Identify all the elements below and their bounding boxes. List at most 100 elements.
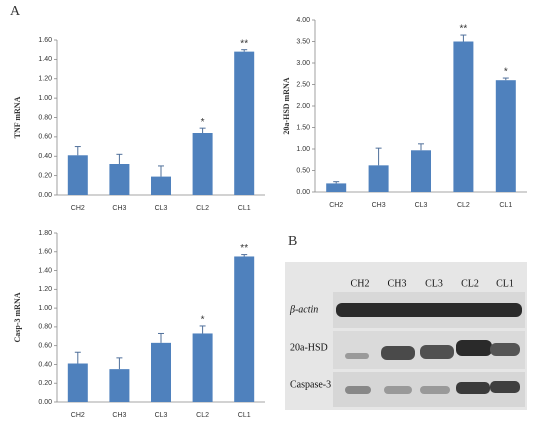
x-tick-label: CL3: [155, 205, 168, 212]
error-bar: [418, 143, 424, 151]
error-bar: [158, 332, 164, 343]
y-tick-label: 2.00: [296, 103, 310, 110]
x-tick-label: CL1: [238, 412, 251, 419]
error-bar: [116, 357, 123, 370]
y-axis-label: 20a-HSD mRNA: [282, 77, 291, 134]
error-bar: [333, 181, 340, 184]
x-tick-label: CH2: [71, 412, 85, 419]
bar: [109, 164, 130, 195]
band: [420, 345, 454, 359]
lane-label: CL1: [496, 278, 514, 289]
y-tick-label: 0.60: [38, 134, 52, 141]
significance-mark: *: [201, 117, 205, 128]
band: [420, 386, 450, 394]
y-tick-label: 0.00: [296, 189, 310, 196]
bar: [151, 176, 171, 195]
bar: [192, 133, 213, 195]
y-tick-label: 0.80: [38, 324, 52, 331]
x-tick-label: CL1: [499, 202, 512, 209]
y-tick-label: 1.60: [38, 249, 52, 256]
y-tick-label: 1.00: [38, 305, 52, 312]
band: [456, 382, 490, 394]
error-bar: [74, 351, 81, 364]
x-tick-label: CL2: [196, 412, 209, 419]
x-tick-label: CH2: [329, 202, 343, 209]
bar: [192, 333, 213, 402]
y-axis-label: TNF mRNA: [13, 96, 22, 138]
x-tick-label: CL3: [415, 202, 428, 209]
y-tick-label: 3.50: [296, 38, 310, 45]
bar: [67, 155, 88, 195]
y-tick-label: 1.80: [38, 230, 52, 237]
x-tick-label: CL1: [238, 205, 251, 212]
significance-mark: *: [201, 315, 205, 326]
y-tick-label: 4.00: [296, 17, 310, 24]
bar: [495, 80, 516, 192]
panel-label: B: [288, 234, 297, 249]
y-tick-label: 0.40: [38, 153, 52, 160]
lane-label: CL3: [425, 278, 443, 289]
y-tick-label: 0.20: [38, 172, 52, 179]
error-bar: [158, 165, 164, 177]
y-tick-label: 2.50: [296, 81, 310, 88]
band: [345, 386, 371, 394]
bar: [151, 342, 171, 402]
bar: [326, 183, 347, 192]
significance-mark: **: [460, 24, 468, 35]
band: [336, 303, 522, 317]
y-tick-label: 3.00: [296, 60, 310, 67]
y-tick-label: 1.50: [296, 124, 310, 131]
bar: [234, 51, 255, 195]
error-bar: [74, 146, 81, 156]
bar: [109, 369, 130, 402]
y-tick-label: 1.60: [38, 37, 52, 44]
significance-mark: **: [240, 243, 248, 254]
y-tick-label: 1.00: [296, 146, 310, 153]
x-tick-label: CL2: [196, 205, 209, 212]
error-bar: [375, 147, 382, 166]
x-tick-label: CH3: [112, 412, 126, 419]
band: [345, 353, 369, 359]
bar: [67, 363, 88, 402]
y-tick-label: 0.00: [38, 399, 52, 406]
bar: [411, 150, 431, 192]
y-tick-label: 0.00: [38, 192, 52, 199]
y-axis-label: Casp-3 mRNA: [13, 292, 22, 342]
x-tick-label: CL2: [457, 202, 470, 209]
y-tick-label: 1.20: [38, 76, 52, 83]
x-tick-label: CL3: [155, 412, 168, 419]
y-tick-label: 1.20: [38, 286, 52, 293]
y-tick-label: 0.50: [296, 167, 310, 174]
panel-label: A: [10, 4, 21, 19]
western-blot: CH2 CH3 CL3 CL2 CL1 β-actin 20a-HSD Caspase-3: [285, 262, 527, 410]
bar: [453, 41, 474, 192]
error-bar: [199, 127, 206, 133]
row-label: β-actin: [289, 304, 318, 315]
row-label: Caspase-3: [290, 379, 331, 390]
band: [384, 386, 412, 394]
y-tick-label: 1.00: [38, 95, 52, 102]
band: [381, 346, 415, 360]
significance-mark: *: [504, 67, 508, 78]
y-tick-label: 1.40: [38, 267, 52, 274]
bar: [368, 165, 389, 192]
error-bar: [460, 34, 467, 42]
lane-label: CH3: [388, 278, 407, 289]
band: [490, 343, 520, 356]
y-tick-label: 0.20: [38, 380, 52, 387]
error-bar: [199, 325, 206, 334]
x-tick-label: CH3: [112, 205, 126, 212]
band: [490, 381, 520, 393]
x-tick-label: CH2: [71, 205, 85, 212]
band: [456, 340, 492, 356]
significance-mark: **: [240, 38, 248, 49]
y-tick-label: 0.60: [38, 343, 52, 350]
y-tick-label: 1.40: [38, 56, 52, 63]
lane-label: CL2: [461, 278, 479, 289]
row-label: 20a-HSD: [290, 342, 328, 353]
error-bar: [241, 254, 248, 257]
error-bar: [116, 153, 123, 164]
error-bar: [502, 77, 509, 81]
y-tick-label: 0.80: [38, 114, 52, 121]
